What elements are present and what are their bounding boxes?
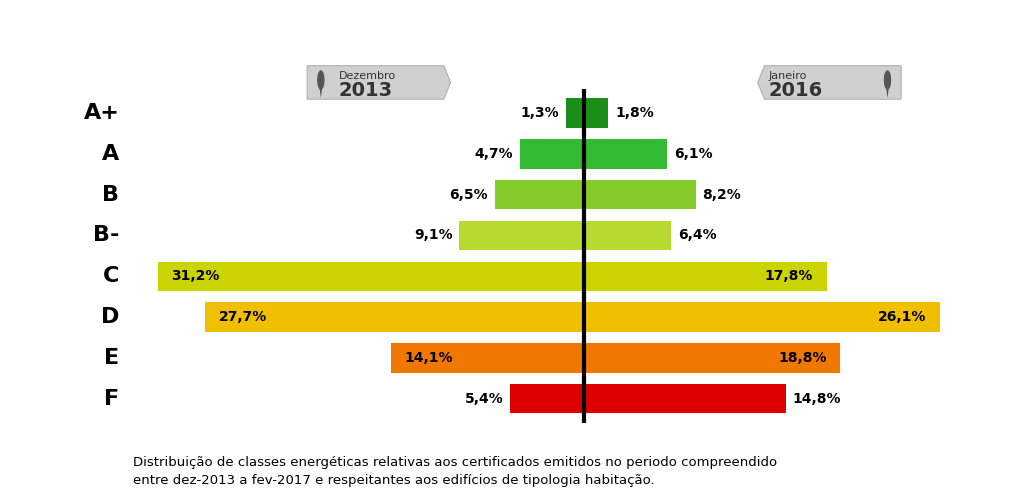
Text: Dezembro: Dezembro: [339, 71, 395, 81]
Text: B: B: [102, 184, 120, 205]
Bar: [584, 180, 695, 209]
Polygon shape: [758, 66, 901, 99]
Text: 14,8%: 14,8%: [793, 392, 841, 405]
Bar: [584, 384, 785, 413]
Polygon shape: [319, 86, 323, 98]
Bar: [566, 98, 584, 128]
Text: Janeiro: Janeiro: [769, 71, 807, 81]
Bar: [584, 221, 671, 250]
Text: F: F: [104, 389, 120, 409]
Text: 26,1%: 26,1%: [878, 310, 927, 324]
Text: 17,8%: 17,8%: [765, 269, 813, 283]
Text: 6,4%: 6,4%: [678, 228, 717, 243]
Bar: [584, 343, 841, 372]
Bar: [519, 139, 584, 169]
Bar: [495, 180, 584, 209]
Bar: [584, 262, 826, 291]
Text: 8,2%: 8,2%: [702, 187, 741, 202]
Text: 27,7%: 27,7%: [219, 310, 267, 324]
Bar: [391, 343, 584, 372]
Text: 1,8%: 1,8%: [615, 106, 654, 120]
Bar: [460, 221, 584, 250]
Text: E: E: [104, 348, 120, 368]
Circle shape: [885, 71, 891, 89]
Text: Distribuição de classes energéticas relativas aos certificados emitidos no perio: Distribuição de classes energéticas rela…: [133, 456, 777, 487]
Bar: [584, 303, 940, 332]
Text: 6,5%: 6,5%: [450, 187, 488, 202]
Bar: [510, 384, 584, 413]
Text: 6,1%: 6,1%: [674, 147, 713, 161]
Text: C: C: [103, 266, 120, 286]
Text: 31,2%: 31,2%: [171, 269, 220, 283]
Text: 18,8%: 18,8%: [778, 351, 826, 365]
Text: 4,7%: 4,7%: [474, 147, 513, 161]
Text: A: A: [102, 144, 120, 164]
Text: 1,3%: 1,3%: [520, 106, 559, 120]
Text: 2013: 2013: [339, 81, 393, 100]
Polygon shape: [886, 86, 889, 98]
Text: 2016: 2016: [769, 81, 823, 100]
Bar: [206, 303, 584, 332]
Text: A+: A+: [84, 103, 120, 123]
Text: 5,4%: 5,4%: [464, 392, 503, 405]
Polygon shape: [307, 66, 451, 99]
Text: B-: B-: [93, 225, 120, 246]
Text: 14,1%: 14,1%: [404, 351, 454, 365]
Text: D: D: [101, 307, 120, 327]
Text: 9,1%: 9,1%: [414, 228, 453, 243]
Circle shape: [317, 71, 324, 89]
Bar: [584, 139, 667, 169]
Bar: [158, 262, 584, 291]
Bar: [584, 98, 608, 128]
